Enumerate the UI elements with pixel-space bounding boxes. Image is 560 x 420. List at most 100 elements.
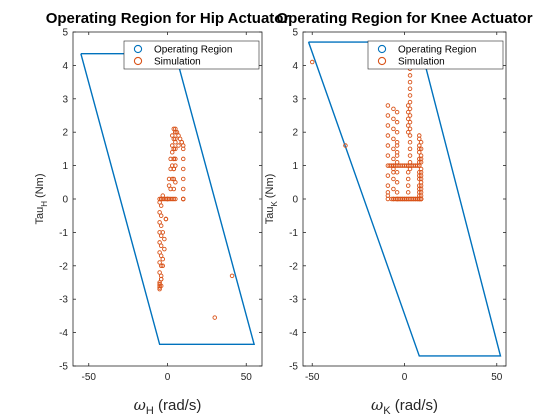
simulation-point bbox=[394, 153, 400, 158]
simulation-point bbox=[162, 236, 167, 242]
y-label-main: Tau bbox=[34, 207, 46, 225]
simulation-point bbox=[157, 196, 162, 202]
y-tick-label: 4 bbox=[62, 61, 68, 72]
simulation-point bbox=[405, 176, 411, 182]
x-tick-label: 0 bbox=[402, 372, 408, 383]
simulation-point bbox=[415, 163, 420, 168]
y-tick-label: 5 bbox=[62, 28, 68, 39]
simulation-point bbox=[212, 315, 217, 320]
simulation-point bbox=[173, 146, 178, 152]
simulation-point bbox=[405, 183, 411, 188]
simulation-point bbox=[407, 73, 413, 78]
simulation-point bbox=[171, 196, 177, 202]
simulation-point bbox=[160, 193, 166, 198]
simulation-point bbox=[171, 186, 177, 192]
simulation-point bbox=[169, 133, 175, 138]
simulation-point bbox=[394, 190, 400, 195]
simulation-point bbox=[407, 146, 413, 152]
y-tick-label: 2 bbox=[62, 128, 68, 139]
simulation-point bbox=[160, 230, 166, 235]
simulation-point bbox=[394, 180, 400, 185]
x-tick-label: 50 bbox=[491, 372, 503, 383]
simulation-point bbox=[407, 79, 413, 85]
simulation-point bbox=[405, 163, 411, 168]
simulation-point bbox=[415, 196, 420, 202]
simulation-point bbox=[179, 139, 184, 145]
simulation-point bbox=[158, 243, 164, 249]
simulation-point bbox=[180, 186, 186, 192]
simulation-point bbox=[418, 170, 424, 175]
y-tick-label: -4 bbox=[289, 328, 298, 339]
y-label-sub: H bbox=[40, 201, 49, 207]
simulation-point bbox=[171, 146, 177, 152]
legend-box bbox=[367, 40, 504, 70]
simulation-point bbox=[391, 146, 396, 152]
simulation-point bbox=[394, 143, 400, 148]
simulation-point bbox=[180, 166, 186, 172]
legend-entry: Operating Region bbox=[154, 45, 232, 56]
y-label-sub: K bbox=[270, 201, 279, 207]
simulation-point bbox=[169, 176, 175, 182]
simulation-point bbox=[385, 173, 391, 178]
chart-title: Operating Region for Knee Actuator bbox=[276, 10, 532, 27]
simulation-point bbox=[394, 129, 400, 135]
simulation-point bbox=[418, 176, 424, 182]
y-tick-label: 1 bbox=[62, 161, 68, 172]
simulation-point bbox=[407, 93, 413, 98]
simulation-point bbox=[180, 176, 186, 182]
y-tick-label: 0 bbox=[62, 195, 68, 206]
simulation-point bbox=[407, 119, 413, 125]
chart-knee: -5 -4 -3 -2 -1 0 1 2 3 4 5 -50 0 50 Operating RegionSi… bbox=[264, 10, 533, 417]
simulation-point bbox=[417, 196, 422, 202]
x-label-main: ω bbox=[371, 396, 383, 414]
simulation-point bbox=[180, 196, 186, 202]
simulation-point bbox=[163, 196, 169, 202]
simulation-point bbox=[407, 166, 413, 172]
simulation-point bbox=[385, 133, 391, 138]
legend-entry: Simulation bbox=[154, 57, 201, 68]
x-tick-label: 50 bbox=[241, 372, 253, 383]
y-tick-label: -5 bbox=[289, 362, 298, 373]
simulation-point bbox=[417, 186, 422, 192]
x-label-sub: H bbox=[146, 405, 154, 417]
legend-box bbox=[123, 40, 260, 70]
simulation-point bbox=[173, 129, 178, 135]
simulation-point bbox=[162, 246, 167, 252]
x-label-sub: K bbox=[383, 405, 391, 417]
y-tick-label: -4 bbox=[59, 328, 68, 339]
y-label-unit: (Nm) bbox=[264, 174, 276, 202]
simulation-point bbox=[391, 116, 396, 122]
simulation-point bbox=[418, 183, 424, 188]
legend-marker-simulation bbox=[377, 56, 387, 66]
simulation-point bbox=[391, 136, 396, 142]
simulation-point bbox=[391, 176, 396, 182]
simulation-point bbox=[407, 99, 413, 105]
simulation-point bbox=[407, 133, 413, 138]
chart-title: Operating Region for Hip Actuator bbox=[46, 10, 290, 27]
x-label-unit: (rad/s) bbox=[391, 397, 439, 414]
simulation-point bbox=[158, 203, 164, 208]
simulation-point bbox=[418, 146, 424, 152]
simulation-point bbox=[180, 156, 186, 162]
simulation-point bbox=[158, 223, 164, 228]
y-tick-label: 2 bbox=[292, 128, 298, 139]
y-label-unit: (Nm) bbox=[34, 173, 46, 201]
simulation-point bbox=[407, 160, 413, 165]
simulation-point bbox=[405, 116, 411, 122]
y-tick-label: -5 bbox=[59, 362, 68, 373]
simulation-point bbox=[309, 59, 315, 65]
simulation-point bbox=[173, 139, 178, 145]
simulation-point bbox=[173, 196, 178, 202]
y-tick-label: 0 bbox=[292, 195, 298, 206]
legend-entry: Operating Region bbox=[398, 45, 476, 56]
simulation-point bbox=[385, 123, 391, 128]
x-axis-label: ωH (rad/s) bbox=[134, 396, 202, 417]
simulation-point bbox=[169, 196, 175, 202]
simulation-point bbox=[394, 109, 400, 115]
simulation-point bbox=[158, 263, 164, 269]
y-tick-label: 5 bbox=[292, 28, 298, 39]
simulation-point bbox=[417, 160, 422, 165]
simulation-point bbox=[158, 276, 164, 282]
simulation-point bbox=[176, 143, 181, 148]
